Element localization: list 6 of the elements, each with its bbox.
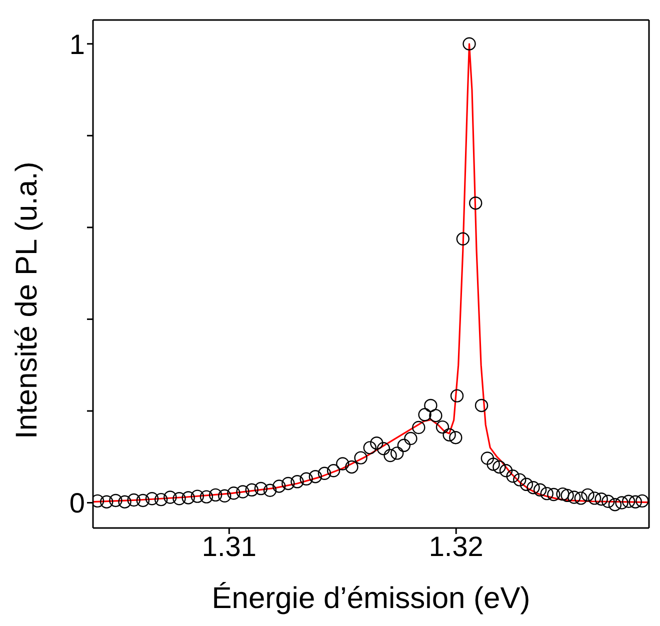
- x-tick-label: 1.32: [428, 530, 484, 562]
- y-axis-title: Intensité de PL (u.a.): [10, 162, 44, 439]
- y-tick-label: 1: [69, 28, 85, 60]
- y-tick-label: 0: [69, 488, 85, 519]
- x-axis-title: Énergie d’émission (eV): [212, 581, 530, 615]
- x-tick-label: 1.31: [202, 530, 256, 562]
